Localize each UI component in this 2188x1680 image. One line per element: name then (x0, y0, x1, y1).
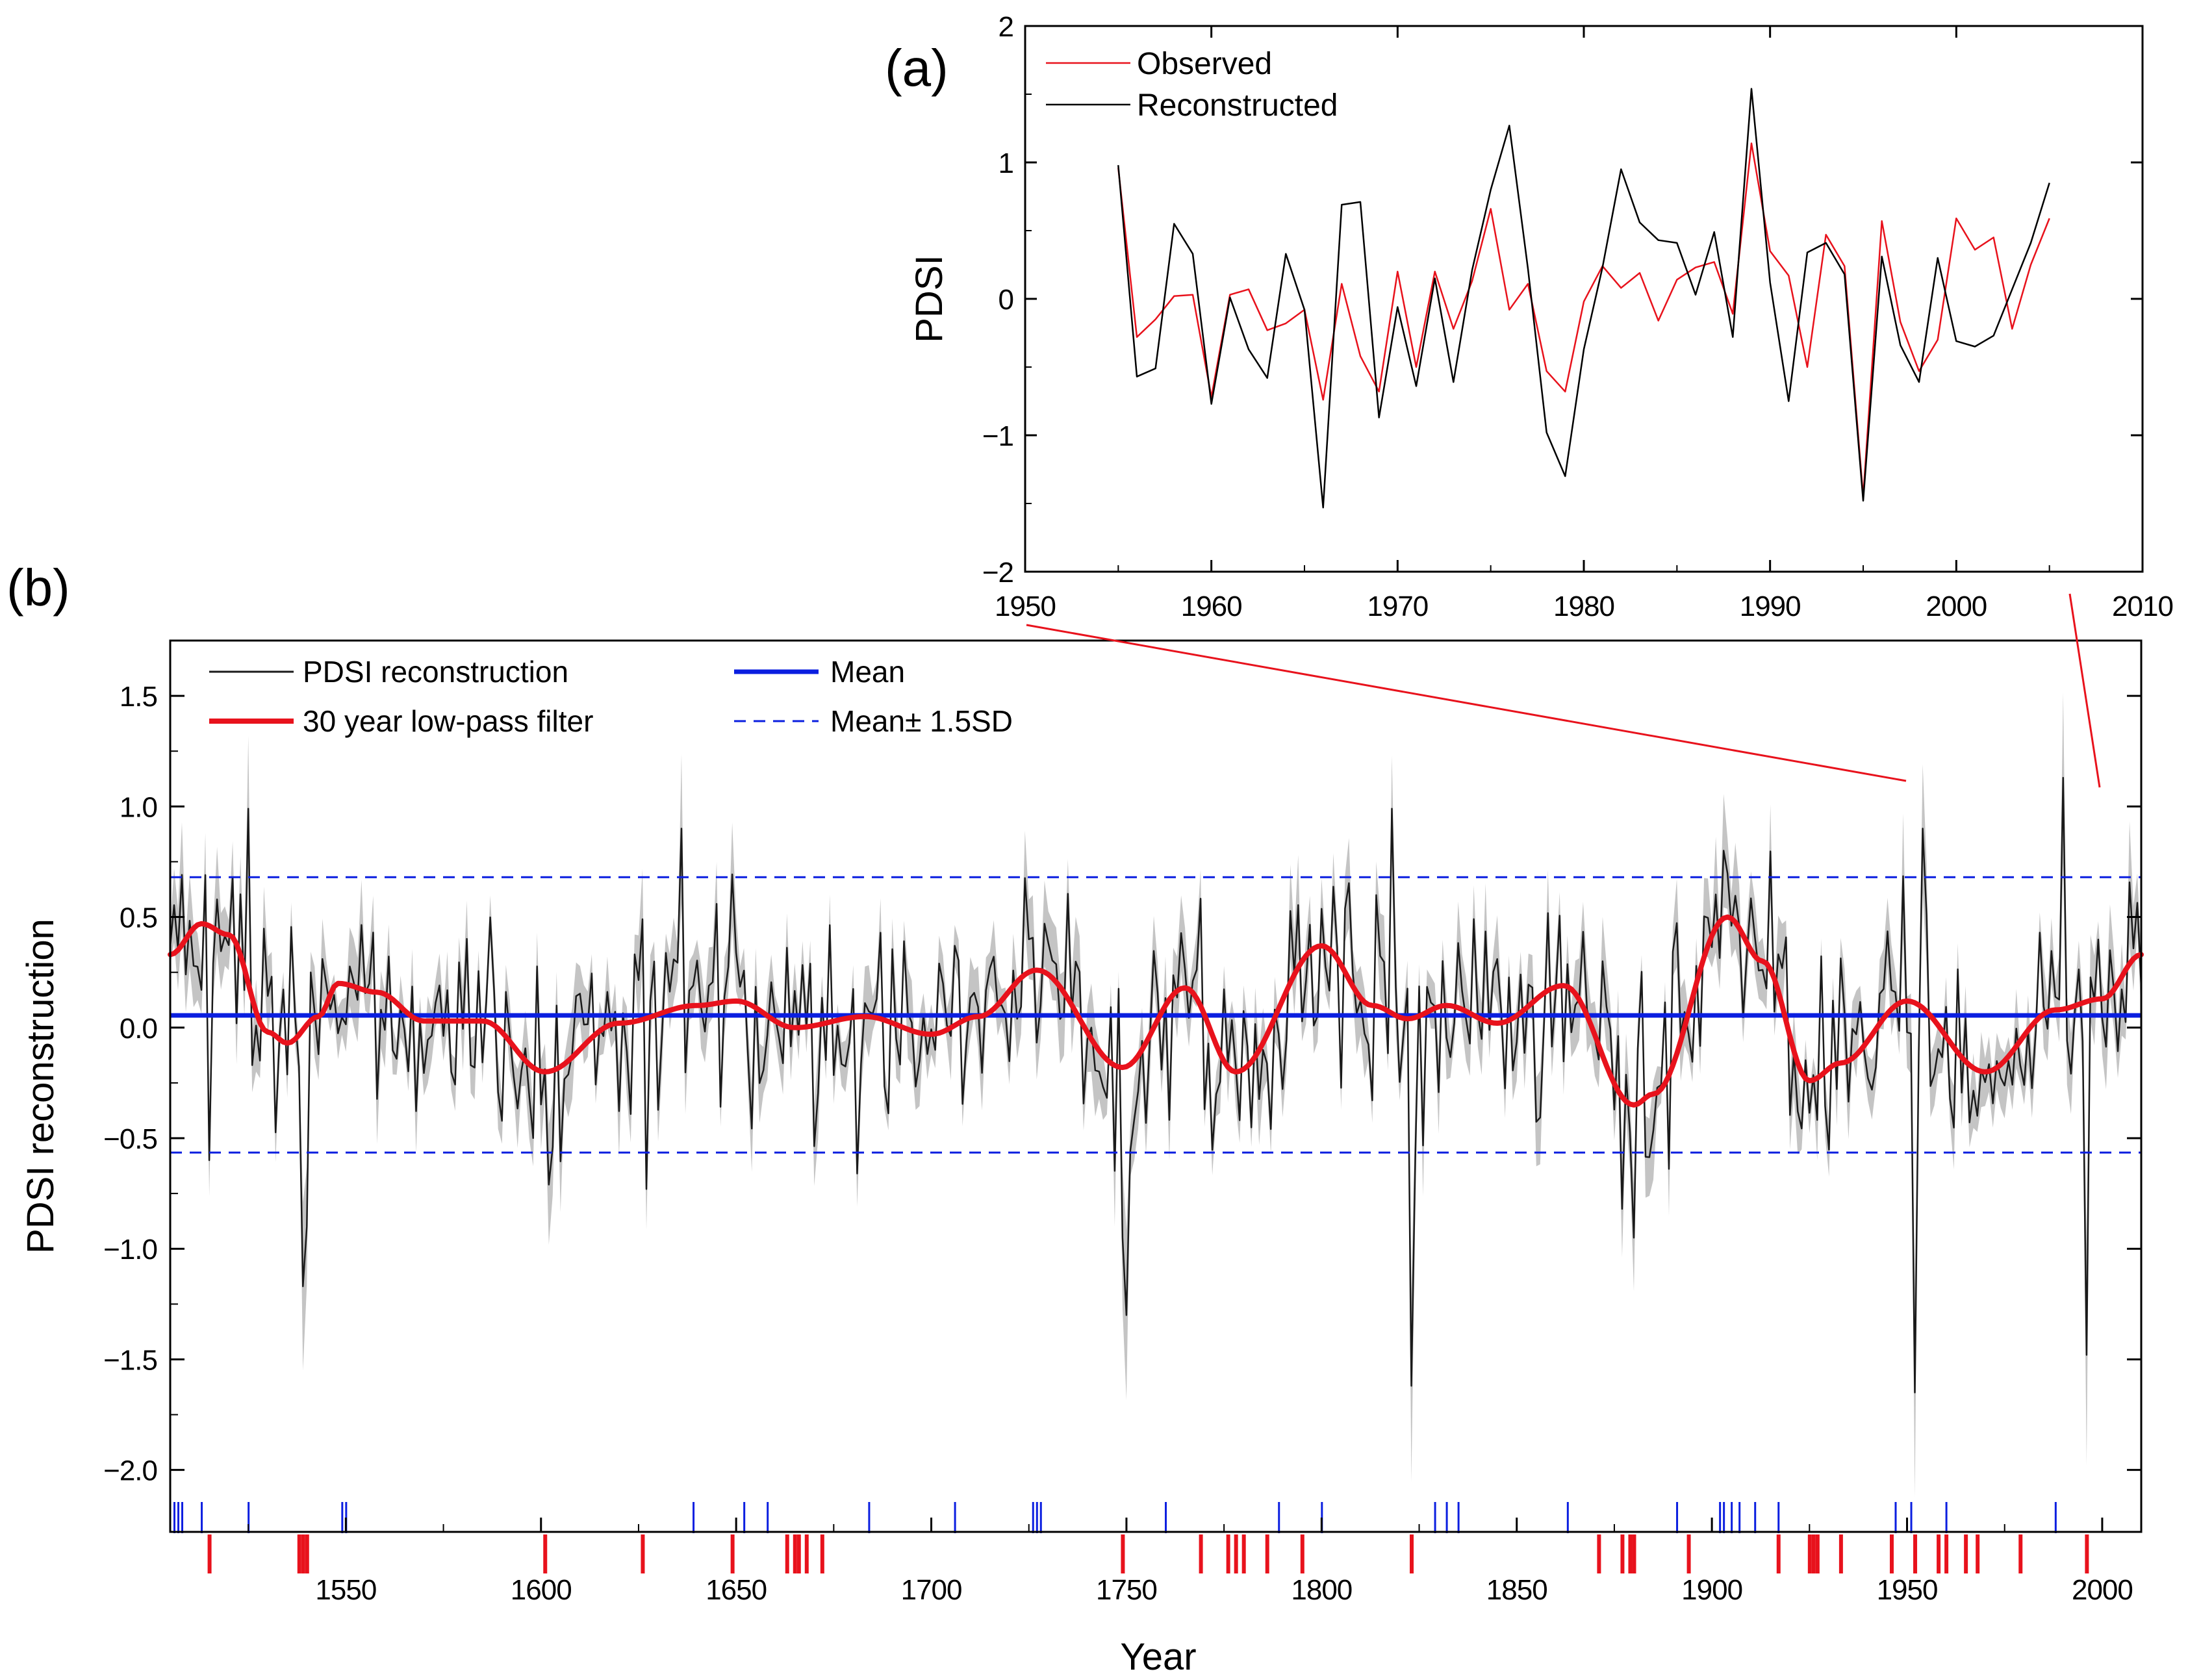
x-tick-label-1950: 1950 (1877, 1574, 1938, 1606)
connector-left (1026, 624, 1907, 782)
y-tick-label: 1 (999, 147, 1013, 179)
legend-reconstruction-label: PDSI reconstruction (303, 655, 568, 689)
uncertainty-band-area (170, 692, 2141, 1497)
x-tick-label-2000: 2000 (2072, 1574, 2133, 1606)
legend-sd-label: Mean± 1.5SD (830, 704, 1013, 738)
connector-right (2068, 593, 2101, 788)
reconstruction-line (169, 776, 2143, 1394)
y-tick-label: −2.0 (103, 1455, 157, 1487)
y-tick-label: −0.5 (103, 1123, 157, 1155)
y-tick-label: 0.0 (120, 1013, 157, 1045)
panel-a-legend: Observed Reconstructed (1046, 47, 1338, 123)
legend-lowpass-label: 30 year low-pass filter (303, 704, 593, 738)
panel-b-label: (b) (6, 559, 70, 617)
lowpass-line (168, 914, 2144, 1108)
panel-b-ticks: 1550 1600 1650 1700 1750 1800 1850 1900 1950 2000… (103, 681, 2141, 1606)
x-tick-label-1750: 1750 (1096, 1574, 1157, 1606)
x-tick-label-1990: 1990 (1740, 591, 1801, 622)
extreme-event-markers (173, 1502, 2089, 1573)
panel-b: (b) 1550 1600 1650 1700 1750 1800 1850 1900 1950… (6, 559, 2144, 1678)
panel-a-label: (a) (885, 39, 948, 97)
panel-b-xlabel: Year (1120, 1636, 1196, 1678)
reference-lines (170, 876, 2141, 1154)
x-tick-label-1650: 1650 (706, 1574, 767, 1606)
legend-reconstructed-label: Reconstructed (1137, 88, 1338, 123)
y-tick-label: 0.5 (120, 902, 157, 934)
x-tick-label-2010: 2010 (2112, 591, 2173, 622)
y-tick-label: −1.5 (103, 1344, 157, 1376)
x-tick-label-1970: 1970 (1367, 591, 1428, 622)
reconstruction-series (169, 776, 2143, 1394)
x-tick-label-1550: 1550 (315, 1574, 376, 1606)
panel-a-ticks: 1950 1960 1970 1980 1990 2000 2010 2 1 0 −1 −2 (982, 11, 2174, 622)
x-tick-label-1900: 1900 (1681, 1574, 1742, 1606)
x-tick-label-1980: 1980 (1553, 591, 1614, 622)
x-tick-label-1960: 1960 (1181, 591, 1242, 622)
x-tick-label-1700: 1700 (901, 1574, 962, 1606)
x-tick-label-1950: 1950 (995, 591, 1056, 622)
y-tick-label: 1.0 (120, 791, 157, 823)
panel-b-legend: PDSI reconstruction 30 year low-pass fil… (209, 655, 1013, 738)
legend-observed-label: Observed (1137, 47, 1272, 81)
x-tick-label-1850: 1850 (1486, 1574, 1547, 1606)
panel-b-ylabel: PDSI reconstruction (19, 919, 62, 1254)
x-tick-label-1600: 1600 (511, 1574, 572, 1606)
panel-a: (a) 1950 1960 1970 1980 1990 2000 2010210−1−2 … (885, 11, 2174, 622)
lowpass-series (168, 914, 2144, 1108)
y-tick-label: −2 (982, 557, 1013, 589)
y-tick-label: 0 (999, 284, 1013, 316)
y-tick-label: 1.5 (120, 681, 157, 713)
x-tick-label-2000: 2000 (1926, 591, 1987, 622)
y-tick-label: 2 (999, 11, 1013, 43)
panel-a-series (1117, 88, 2050, 509)
zoom-connectors (1026, 593, 2101, 788)
panel-b-frame (169, 639, 2143, 1533)
uncertainty-band (170, 692, 2141, 1497)
legend-mean-label: Mean (830, 655, 905, 689)
y-tick-label: −1 (982, 420, 1013, 452)
x-tick-label-1800: 1800 (1291, 1574, 1352, 1606)
series-observed-line (1117, 142, 2050, 498)
y-tick-label: −1.0 (103, 1234, 157, 1266)
series-reconstructed-line (1117, 88, 2050, 509)
panel-a-ylabel: PDSI (908, 255, 950, 342)
